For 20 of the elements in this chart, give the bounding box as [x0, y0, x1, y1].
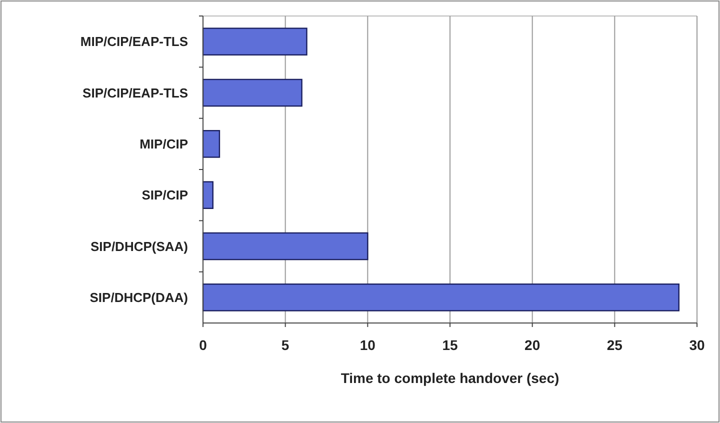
- x-axis-title: Time to complete handover (sec): [340, 370, 560, 386]
- bar: [202, 78, 302, 107]
- x-tick-label: 5: [281, 337, 290, 353]
- y-tick-label: SIP/DHCP(DAA): [90, 290, 188, 305]
- x-tick-label: 30: [689, 337, 705, 353]
- bar: [202, 130, 220, 158]
- x-tick-label: 0: [199, 337, 208, 353]
- x-tick-label: 10: [360, 337, 376, 353]
- x-tick-label: 20: [524, 337, 540, 353]
- y-tick-label: SIP/DHCP(SAA): [90, 238, 188, 254]
- x-tick-label: 25: [606, 337, 623, 353]
- y-tick-label: SIP/CIP/EAP-TLS: [82, 85, 188, 100]
- bar: [202, 28, 308, 56]
- y-tick-label: MIP/CIP/EAP-TLS: [80, 34, 188, 50]
- y-tick-label: MIP/CIP: [140, 136, 188, 152]
- bar: [202, 181, 214, 209]
- x-tick-label: 15: [442, 337, 458, 353]
- y-tick-label: SIP/CIP: [142, 188, 188, 203]
- bar: [202, 232, 368, 260]
- bar: [202, 284, 680, 312]
